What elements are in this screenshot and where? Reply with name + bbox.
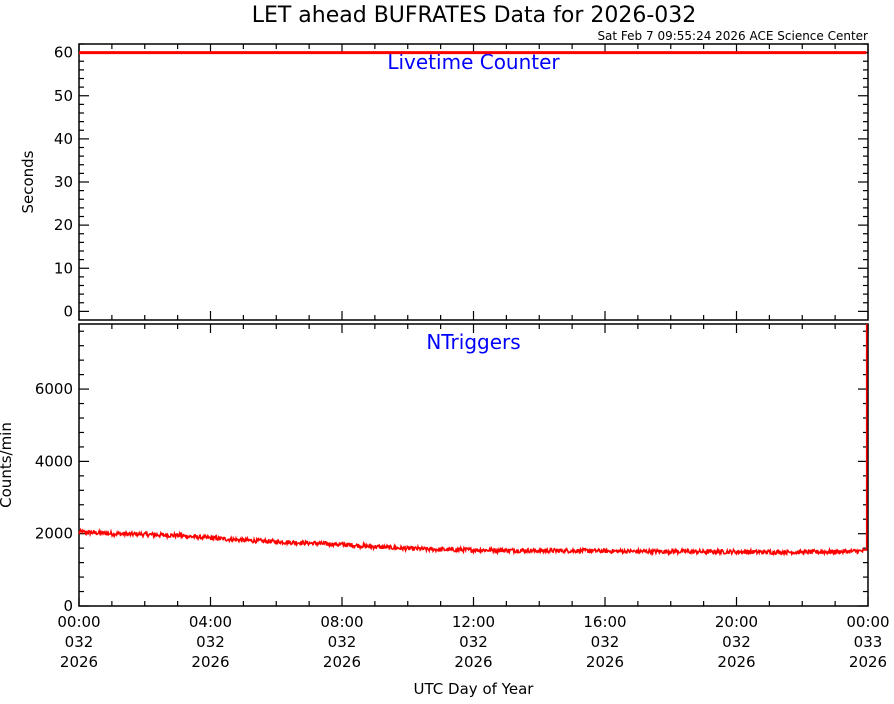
y-tick-label: 0 [63, 302, 73, 320]
x-tick-label-line: 2026 [586, 653, 624, 671]
x-tick-label-line: 12:00 [452, 613, 495, 631]
x-tick-label-line: 2026 [60, 653, 98, 671]
y-tick-label: 4000 [35, 452, 73, 470]
x-tick-label-line: 032 [459, 633, 488, 651]
x-tick-label-line: 032 [196, 633, 225, 651]
x-tick-label-line: 032 [591, 633, 620, 651]
y-tick-label: 6000 [35, 380, 73, 398]
panel-frame [78, 43, 869, 321]
panel-frame [78, 323, 869, 607]
x-tick-label-line: 08:00 [320, 613, 363, 631]
x-tick-label-line: 032 [65, 633, 94, 651]
y-axis-label: Seconds [19, 150, 37, 213]
y-tick-label: 50 [54, 87, 73, 105]
x-tick-label: 16:00 032 2026 [583, 613, 626, 671]
y-tick-label: 30 [54, 173, 73, 191]
x-tick-label-line: 20:00 [715, 613, 758, 631]
x-tick-label-line: 2026 [849, 653, 887, 671]
x-tick-label-line: 2026 [191, 653, 229, 671]
series-line-1 [78, 324, 868, 557]
y-tick-label: 10 [54, 259, 73, 277]
y-tick-label: 2000 [35, 525, 73, 543]
x-tick-label: 20:00 032 2026 [715, 613, 758, 671]
chart-subtitle: Sat Feb 7 09:55:24 2026 ACE Science Cent… [597, 29, 868, 43]
x-tick-label: 04:00 032 2026 [189, 613, 232, 671]
x-axis-label: UTC Day of Year [414, 680, 535, 698]
x-tick-label: 00:00 033 2026 [846, 613, 889, 671]
x-tick-label-line: 033 [854, 633, 883, 651]
x-tick-label-line: 04:00 [189, 613, 232, 631]
x-tick-label: 00:00 032 2026 [57, 613, 100, 671]
y-tick-label: 20 [54, 216, 73, 234]
x-tick-label-line: 2026 [323, 653, 361, 671]
x-tick-label-line: 2026 [454, 653, 492, 671]
x-tick-label-line: 00:00 [846, 613, 889, 631]
y-tick-label: 0 [63, 597, 73, 615]
y-axis-label: Counts/min [0, 422, 15, 508]
x-tick-label-line: 032 [328, 633, 357, 651]
x-tick-label-line: 2026 [717, 653, 755, 671]
x-tick-label: 08:00 032 2026 [320, 613, 363, 671]
x-tick-label-line: 032 [722, 633, 751, 651]
x-tick-label: 12:00 032 2026 [452, 613, 495, 671]
panel-2: 0 2000 4000 6000 Counts/min NTriggers 00:00 032… [0, 323, 890, 698]
chart-title: LET ahead BUFRATES Data for 2026-032 [252, 3, 697, 28]
y-tick-label: 60 [54, 44, 73, 62]
y-tick-label: 40 [54, 130, 73, 148]
panel-title: NTriggers [426, 330, 520, 354]
x-tick-label-line: 00:00 [57, 613, 100, 631]
x-tick-label-line: 16:00 [583, 613, 626, 631]
